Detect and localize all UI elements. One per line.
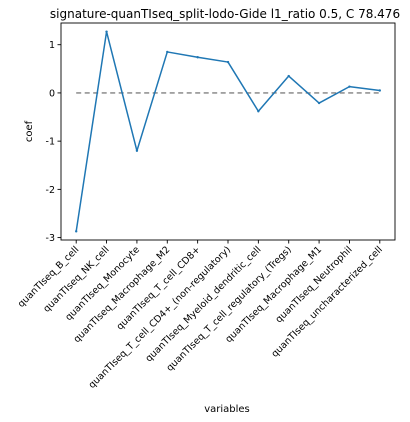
y-tick-label: -1 bbox=[46, 137, 55, 148]
data-point-5 bbox=[226, 60, 230, 64]
chart-title: signature-quanTIseq_split-lodo-Gide l1_r… bbox=[50, 7, 400, 21]
data-point-1 bbox=[105, 30, 108, 33]
y-tick-label: 1 bbox=[49, 40, 55, 51]
y-tick-label: 0 bbox=[49, 88, 55, 99]
plot-frame bbox=[60, 22, 396, 241]
y-tick-label: -3 bbox=[46, 233, 55, 244]
x-tick-label: quanTIseq_uncharacterized_cell bbox=[270, 244, 385, 359]
data-point-3 bbox=[166, 50, 169, 54]
x-tick-label: quanTIseq_T_cell_CD4+_(non-regulatory) bbox=[87, 244, 234, 391]
data-point-0 bbox=[75, 230, 78, 233]
data-point-4 bbox=[196, 56, 199, 59]
data-point-10 bbox=[378, 89, 381, 92]
data-point-9 bbox=[348, 85, 351, 88]
data-point-7 bbox=[287, 74, 290, 78]
x-axis-label: variables bbox=[204, 404, 250, 415]
y-axis-label: coef bbox=[24, 120, 35, 142]
plot-area: -3-2-101quanTIseq_B_cellquanTIseq_NK_cel… bbox=[16, 22, 396, 391]
data-point-8 bbox=[317, 101, 321, 105]
data-point-2 bbox=[135, 149, 139, 152]
y-tick-label: -2 bbox=[46, 185, 55, 196]
data-point-6 bbox=[257, 110, 260, 113]
